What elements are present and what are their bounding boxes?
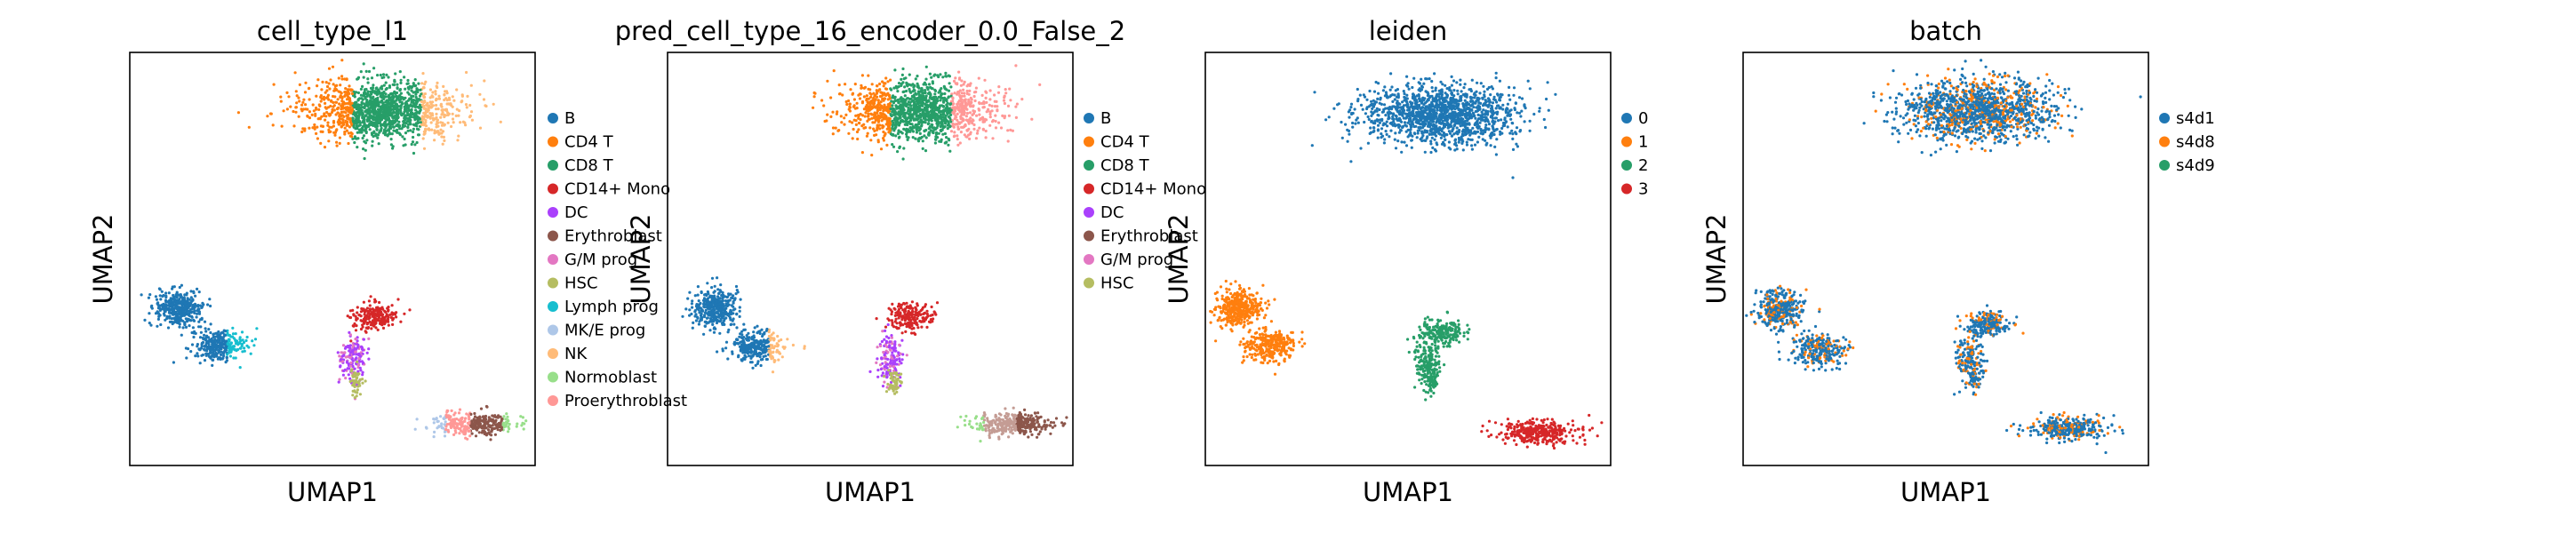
umap-panel-4: batch UMAP1 UMAP2 s4d1 s4d8 s4d9: [1701, 16, 2215, 507]
legend-label: HSC: [564, 274, 598, 293]
plot-frame: [667, 52, 1074, 466]
legend-marker: [548, 277, 558, 289]
legend: s4d1 s4d8 s4d9: [2159, 109, 2215, 175]
scatter-points: [140, 59, 528, 442]
legend-label: s4d1: [2176, 109, 2215, 128]
legend-marker: [1084, 254, 1094, 265]
legend-label: HSC: [1100, 274, 1134, 293]
legend-label: s4d9: [2176, 156, 2215, 175]
legend-label: 3: [1638, 180, 1648, 199]
legend-marker: [1084, 160, 1094, 171]
legend-marker: [2159, 160, 2170, 171]
legend-marker: [1621, 160, 1632, 171]
legend-label: Lymph prog: [564, 298, 659, 316]
legend-marker: [548, 207, 558, 218]
umap-panel-2: pred_cell_type_16_encoder_0.0_False_2 UMA…: [615, 16, 1206, 507]
legend-label: G/M prog: [564, 251, 637, 269]
legend-marker: [548, 324, 558, 336]
legend-label: B: [1100, 109, 1111, 128]
legend-label: CD4 T: [1100, 133, 1150, 152]
legend-label: Normoblast: [564, 369, 657, 387]
legend-marker: [548, 395, 558, 406]
legend-label: CD8 T: [1100, 156, 1150, 175]
legend-marker: [548, 371, 558, 383]
legend-marker: [548, 136, 558, 147]
legend-label: Proerythroblast: [564, 392, 687, 410]
umap-panel-1: cell_type_l1 UMAP1 UMAP2 B CD4 T CD8 T CD14+ M…: [88, 16, 687, 507]
legend-marker: [1084, 113, 1094, 123]
legend-marker: [548, 160, 558, 171]
y-axis-label: UMAP2: [1701, 213, 1732, 304]
plot-frame: [1742, 52, 2149, 466]
legend-marker: [548, 183, 558, 195]
panel-title: cell_type_l1: [257, 16, 408, 46]
x-axis-label: UMAP1: [1900, 477, 1991, 507]
panel-title: leiden: [1369, 16, 1448, 46]
y-axis-label: UMAP2: [1164, 213, 1194, 304]
legend-label: B: [564, 109, 575, 128]
legend-marker: [548, 230, 558, 242]
legend: B CD4 T CD8 T CD14+ Mono DC Erythroblast G/M p…: [1084, 109, 1206, 293]
legend-marker: [1084, 136, 1094, 147]
legend-marker: [1084, 207, 1094, 218]
legend-label: MK/E prog: [564, 322, 645, 340]
legend-marker: [2159, 136, 2170, 147]
legend-marker: [1084, 230, 1094, 242]
legend-label: CD14+ Mono: [1100, 180, 1206, 199]
legend-marker: [1621, 183, 1632, 195]
legend-label: CD4 T: [564, 133, 614, 152]
panel-title: pred_cell_type_16_encoder_0.0_False_2: [615, 16, 1125, 46]
scatter-points: [1209, 71, 1604, 450]
legend-label: DC: [1100, 203, 1124, 222]
legend-label: 1: [1638, 133, 1648, 152]
legend-marker: [1621, 113, 1632, 123]
legend-label: Erythroblast: [564, 227, 662, 246]
scatter-points: [681, 64, 1068, 443]
legend-label: 0: [1638, 109, 1648, 128]
legend-marker: [548, 113, 558, 123]
legend-label: DC: [564, 203, 588, 222]
legend-label: s4d8: [2176, 133, 2215, 152]
legend-marker: [1084, 277, 1094, 289]
legend-marker: [548, 348, 558, 359]
legend: 0 1 2 3: [1621, 109, 1648, 199]
x-axis-label: UMAP1: [1363, 477, 1453, 507]
scatter-points: [1745, 59, 2142, 455]
legend-marker: [1621, 136, 1632, 147]
panel-title: batch: [1909, 16, 1982, 46]
y-axis-label: UMAP2: [626, 213, 656, 304]
legend-marker: [1084, 183, 1094, 195]
umap-panel-3: leiden UMAP1 UMAP2 0 1 2 3: [1164, 16, 1648, 507]
x-axis-label: UMAP1: [287, 477, 378, 507]
legend-label: NK: [564, 345, 588, 363]
legend-label: Erythroblast: [1100, 227, 1198, 246]
y-axis-label: UMAP2: [88, 213, 118, 304]
legend-marker: [548, 301, 558, 312]
plot-frame: [1204, 52, 1612, 466]
legend-marker: [548, 254, 558, 265]
legend-label: CD14+ Mono: [564, 180, 670, 199]
legend-label: 2: [1638, 156, 1648, 175]
x-axis-label: UMAP1: [825, 477, 916, 507]
legend-label: G/M prog: [1100, 251, 1173, 269]
legend: B CD4 T CD8 T CD14+ Mono DC Erythroblast G/M p…: [548, 109, 687, 410]
plot-frame: [129, 52, 536, 466]
legend-marker: [2159, 113, 2170, 123]
legend-label: CD8 T: [564, 156, 614, 175]
